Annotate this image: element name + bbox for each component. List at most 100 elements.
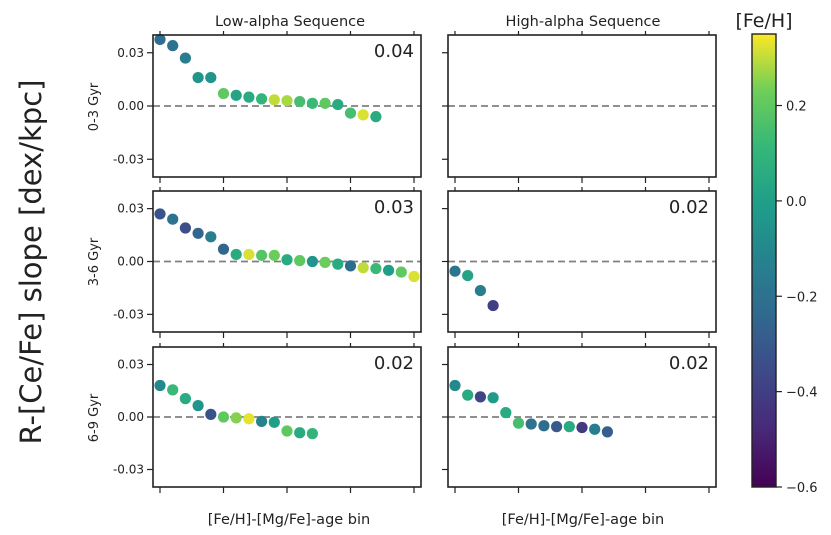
data-point-r2-c1-7 — [538, 420, 550, 432]
data-point-r0-c0-9 — [268, 94, 280, 106]
panel-annotation: 0.02 — [669, 353, 709, 374]
colorbar-ticks: 0.2 0.0 −0.2 −0.4 −0.6 — [776, 100, 818, 496]
data-point-r2-c0-6 — [230, 412, 242, 424]
y-tick-label: 0.03 — [117, 202, 144, 216]
data-point-r0-c0-7 — [243, 91, 255, 103]
data-point-r0-c0-3 — [192, 72, 204, 84]
data-point-r0-c0-16 — [357, 109, 369, 121]
panel-annotation: 0.02 — [669, 197, 709, 218]
column-title-high-alpha: High-alpha Sequence — [506, 14, 661, 30]
panel-r1-c1: 0.02 — [442, 187, 717, 338]
panel-r0-c0: -0.03 0.00 0.03 0.04 — [113, 31, 422, 183]
colorbar — [751, 33, 777, 488]
data-point-r2-c1-8 — [551, 421, 563, 433]
data-point-r1-c0-13 — [319, 256, 331, 268]
colorbar-tick-label: −0.6 — [786, 481, 818, 496]
column-title-low-alpha: Low-alpha Sequence — [215, 14, 365, 30]
data-point-r1-c0-20 — [408, 270, 420, 283]
data-point-r1-c0-19 — [395, 266, 407, 278]
data-point-r1-c0-1 — [167, 213, 179, 225]
data-point-r1-c1-3 — [487, 299, 499, 312]
data-point-r2-c1-5 — [512, 417, 525, 429]
data-point-r1-c0-10 — [281, 254, 293, 266]
data-point-r1-c0-17 — [370, 262, 382, 275]
colorbar-title: [Fe/H] — [735, 10, 792, 32]
data-point-r2-c1-11 — [589, 423, 601, 435]
panel-annotation: 0.02 — [374, 353, 414, 374]
data-point-r2-c1-2 — [474, 391, 486, 403]
panel-frame — [447, 34, 717, 178]
data-point-r0-c0-4 — [205, 72, 217, 84]
colorbar-tick-label: 0.0 — [786, 195, 807, 210]
data-point-r0-c0-10 — [281, 95, 293, 107]
data-point-r2-c0-5 — [217, 411, 230, 423]
data-point-r0-c0-12 — [306, 97, 318, 109]
colorbar-tick-label: −0.4 — [786, 386, 818, 401]
data-point-r2-c0-1 — [167, 384, 179, 396]
data-point-r2-c0-10 — [281, 425, 293, 437]
data-point-r2-c1-3 — [487, 392, 499, 404]
data-point-r2-c0-9 — [268, 416, 280, 428]
data-point-r0-c0-2 — [179, 52, 191, 64]
panel-r0-c1 — [442, 31, 717, 183]
data-point-r1-c0-11 — [294, 255, 306, 267]
data-point-r0-c0-8 — [256, 93, 268, 105]
row-label-3-6-gyr: 3-6 Gyr — [87, 237, 102, 286]
data-point-r2-c0-4 — [205, 408, 217, 420]
data-point-r2-c0-12 — [306, 428, 318, 440]
panel-annotation: 0.04 — [374, 41, 414, 62]
data-point-r2-c1-6 — [525, 418, 537, 430]
data-point-r1-c0-0 — [154, 208, 166, 220]
panel-annotation: 0.03 — [374, 197, 414, 218]
data-point-r1-c0-4 — [205, 231, 217, 243]
y-tick-label: 0.00 — [117, 255, 144, 269]
data-point-r2-c1-12 — [601, 426, 614, 438]
data-point-r0-c0-0 — [154, 33, 166, 46]
data-point-r0-c0-14 — [332, 98, 344, 111]
panels-group: -0.030.000.03 0.04-0.030.000.03 0.03 0.02-0… — [113, 31, 717, 493]
data-point-r2-c1-10 — [576, 421, 588, 434]
data-point-r0-c0-6 — [230, 89, 242, 101]
colorbar-tick-label: −0.2 — [786, 290, 818, 305]
data-point-r0-c0-1 — [167, 40, 179, 52]
data-point-r1-c0-3 — [192, 227, 204, 239]
data-point-r2-c1-4 — [500, 407, 512, 419]
data-point-r1-c0-12 — [306, 255, 318, 268]
data-point-r0-c0-15 — [344, 107, 357, 119]
y-tick-label: -0.03 — [113, 152, 144, 166]
data-point-r2-c0-3 — [192, 400, 204, 412]
data-point-r2-c0-7 — [243, 413, 255, 425]
panel-frame — [447, 346, 717, 488]
panel-frame — [447, 190, 717, 333]
colorbar-tick-label: 0.2 — [786, 100, 807, 115]
panel-frame — [152, 34, 422, 178]
y-tick-label: -0.03 — [113, 307, 144, 321]
data-point-r2-c0-8 — [256, 415, 268, 427]
data-point-r1-c1-2 — [474, 284, 486, 297]
panel-frame — [152, 190, 422, 333]
data-point-r2-c1-1 — [462, 389, 474, 401]
data-point-r0-c0-13 — [319, 97, 331, 109]
y-axis-label: R-[Ce/Fe] slope [dex/kpc] — [14, 80, 48, 445]
y-tick-label: -0.03 — [113, 463, 144, 477]
panel-r1-c0: -0.03 0.00 0.03 0.03 — [113, 187, 422, 338]
data-point-r2-c0-2 — [179, 393, 191, 405]
data-point-r1-c0-16 — [357, 262, 369, 274]
data-point-r2-c0-0 — [154, 379, 166, 392]
y-tick-label: 0.00 — [117, 99, 144, 113]
data-point-r1-c0-2 — [179, 222, 191, 234]
data-point-r0-c0-11 — [294, 95, 306, 108]
data-point-r2-c0-11 — [294, 427, 306, 439]
data-point-r1-c0-15 — [344, 260, 357, 272]
row-label-6-9-gyr: 6-9 Gyr — [87, 393, 102, 442]
data-point-r1-c0-6 — [230, 248, 242, 261]
data-point-r2-c1-0 — [449, 379, 461, 392]
panel-frame — [152, 346, 422, 488]
data-point-r1-c0-8 — [256, 249, 268, 261]
y-tick-label: 0.03 — [117, 358, 144, 372]
y-tick-label: 0.00 — [117, 410, 144, 424]
data-point-r0-c0-5 — [217, 87, 230, 100]
x-axis-label-high-alpha: [Fe/H]-[Mg/Fe]-age bin — [502, 512, 664, 528]
panel-r2-c0: -0.03 0.00 0.03 0.02 — [113, 343, 422, 493]
